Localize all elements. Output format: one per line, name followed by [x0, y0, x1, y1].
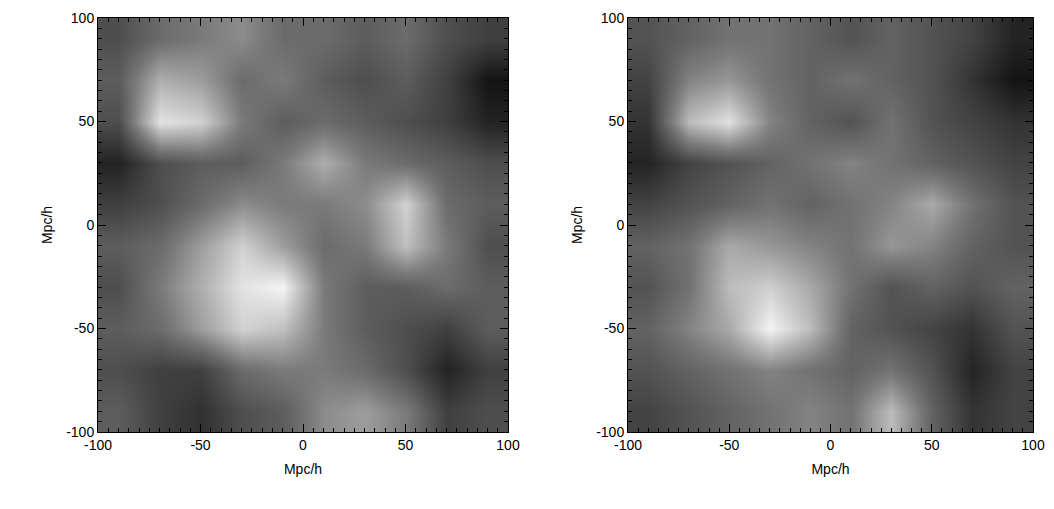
svg-text:Mpc/h: Mpc/h — [811, 461, 849, 477]
svg-text:50: 50 — [924, 437, 940, 453]
svg-text:-50: -50 — [719, 437, 739, 453]
svg-text:0: 0 — [616, 217, 624, 233]
svg-text:-100: -100 — [66, 424, 94, 440]
svg-text:Mpc/h: Mpc/h — [284, 461, 322, 477]
svg-text:0: 0 — [299, 437, 307, 453]
svg-text:100: 100 — [496, 437, 520, 453]
svg-text:-50: -50 — [190, 437, 210, 453]
svg-text:50: 50 — [398, 437, 414, 453]
svg-text:Mpc/h: Mpc/h — [569, 206, 585, 244]
svg-text:-50: -50 — [74, 320, 94, 336]
svg-text:-100: -100 — [614, 437, 642, 453]
svg-text:100: 100 — [601, 10, 625, 26]
svg-text:-50: -50 — [604, 320, 624, 336]
svg-text:0: 0 — [86, 217, 94, 233]
svg-text:50: 50 — [609, 113, 625, 129]
svg-text:-100: -100 — [596, 424, 624, 440]
svg-text:Mpc/h: Mpc/h — [39, 206, 55, 244]
svg-text:100: 100 — [1021, 437, 1045, 453]
svg-text:0: 0 — [827, 437, 835, 453]
svg-text:100: 100 — [71, 10, 95, 26]
svg-text:-100: -100 — [84, 437, 112, 453]
svg-text:50: 50 — [79, 113, 95, 129]
